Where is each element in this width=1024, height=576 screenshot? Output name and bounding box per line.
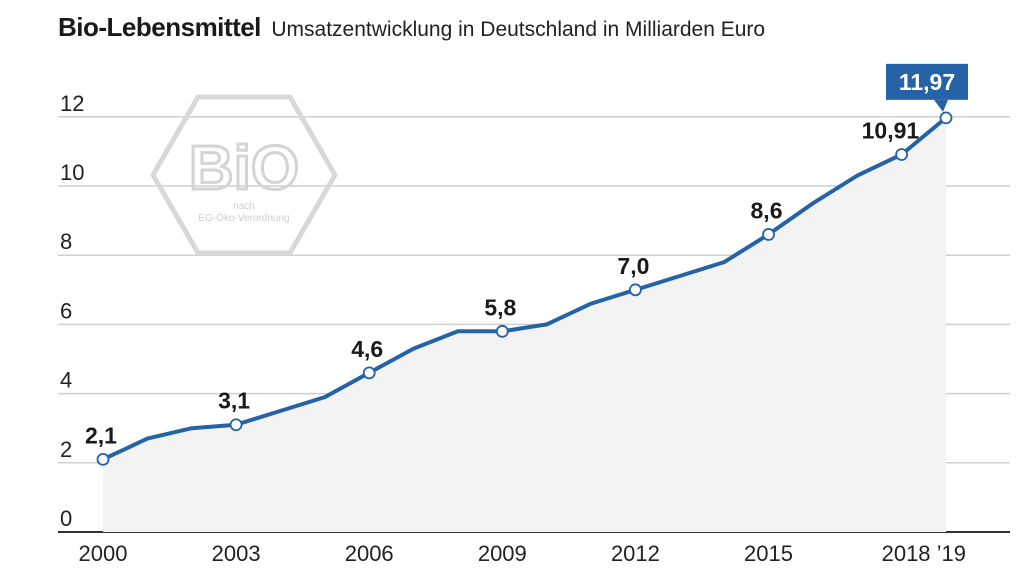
data-label: 4,6 xyxy=(351,336,383,362)
x-tick-label: 2009 xyxy=(478,541,527,566)
data-point-marker xyxy=(229,418,243,432)
series-line xyxy=(102,116,948,462)
x-tick-label: 2000 xyxy=(79,541,128,566)
bio-seal-logo: BiO nach EG-Öko-Verordnung xyxy=(150,94,338,256)
highlight-pointer xyxy=(934,99,948,112)
area-fill xyxy=(103,117,946,533)
data-labels: 2,1 3,1 4,6 5,8 7,0 8,6 10,91 11,97 xyxy=(85,63,968,448)
y-tick-label: 0 xyxy=(60,506,72,531)
hexagon-icon xyxy=(150,94,338,256)
y-tick-label: 10 xyxy=(60,160,84,185)
highlight-box xyxy=(886,63,968,100)
chart-subtitle: Umsatzentwicklung in Deutschland in Mill… xyxy=(271,18,766,41)
x-tick-label: 2006 xyxy=(345,541,394,566)
data-point-marker xyxy=(629,283,642,297)
y-tick-label: 4 xyxy=(60,368,72,393)
data-label: 7,0 xyxy=(617,253,649,279)
data-label: 10,91 xyxy=(862,118,920,144)
y-tick-label: 12 xyxy=(60,91,84,116)
data-label: 5,8 xyxy=(484,294,516,320)
data-point-marker xyxy=(96,452,110,466)
x-tick-label: 2015 xyxy=(744,541,793,566)
data-point-marker xyxy=(362,366,376,380)
data-label: 2,1 xyxy=(85,422,117,448)
data-label: 3,1 xyxy=(218,388,250,414)
x-axis-ticks: 2000 2003 2006 2009 2012 2015 2018 ’19 xyxy=(79,541,967,566)
logo-line2: EG-Öko-Verordnung xyxy=(198,212,289,224)
chart-title: Bio-Lebensmittel xyxy=(58,12,261,42)
data-label: 11,97 xyxy=(899,69,955,95)
y-tick-label: 6 xyxy=(60,298,72,323)
data-markers xyxy=(96,111,953,466)
highlight-callout: 11,97 xyxy=(886,63,968,112)
data-point-marker xyxy=(495,324,509,338)
y-tick-label: 8 xyxy=(60,229,72,254)
x-tick-label: 2012 xyxy=(611,541,660,566)
logo-line1: nach xyxy=(233,201,255,212)
logo-word: BiO xyxy=(189,134,299,203)
data-point-marker xyxy=(762,228,775,241)
x-tick-label: 2018 ’19 xyxy=(882,541,966,566)
data-point-marker xyxy=(939,111,953,125)
y-tick-label: 2 xyxy=(60,437,72,462)
y-axis-ticks: 0 2 4 6 8 10 12 xyxy=(60,91,84,531)
data-point-marker xyxy=(895,148,909,161)
data-label: 8,6 xyxy=(751,197,783,223)
x-tick-label: 2003 xyxy=(212,541,261,566)
chart-header: Bio-Lebensmittel Umsatzentwicklung in De… xyxy=(58,12,765,43)
